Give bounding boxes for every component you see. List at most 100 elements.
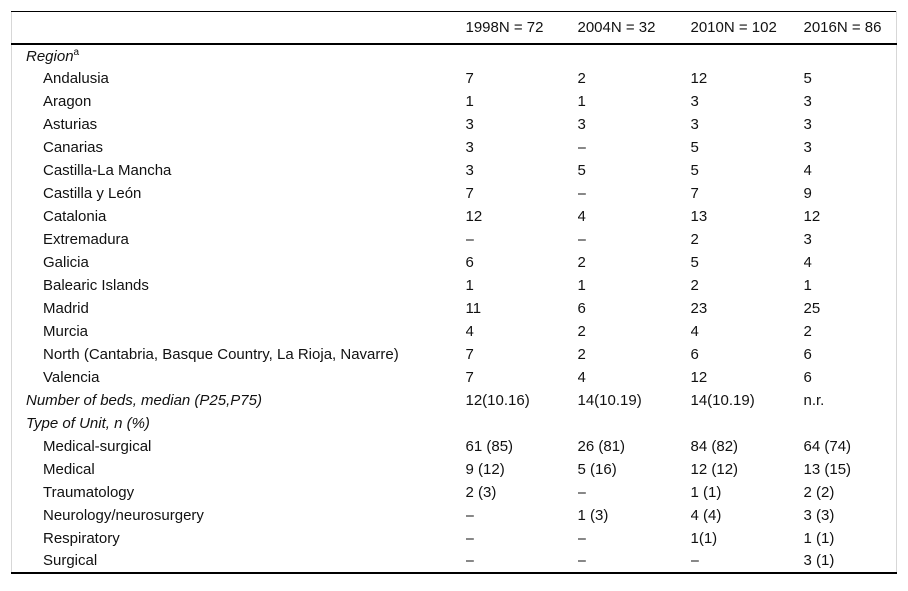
- table-row: Madrid 11 6 23 25: [12, 297, 897, 320]
- cell-value: 7: [690, 184, 699, 202]
- cell-value: –: [577, 529, 586, 547]
- cell-value: n.r.: [803, 391, 825, 409]
- cell-value: –: [465, 529, 474, 547]
- table-row: Catalonia 12 4 13 12: [12, 205, 897, 228]
- cell-value: 4: [465, 322, 474, 340]
- cell-value: 3: [803, 230, 812, 248]
- cell-value: [691, 412, 804, 435]
- cell-value: 2: [577, 322, 586, 340]
- cell-value: 5: [577, 161, 586, 179]
- cell-value: –: [690, 552, 699, 569]
- table-row: Extremadura – – 2 3: [12, 228, 897, 251]
- header-label-spacer: [12, 12, 466, 44]
- cell-value: 7: [465, 184, 474, 202]
- cell-value: 12 (12): [690, 460, 739, 478]
- table-row: Traumatology 2 (3) – 1 (1) 2 (2): [12, 481, 897, 504]
- cell-value: 7: [465, 345, 474, 363]
- cell-value: –: [577, 138, 586, 156]
- cell-value: 23: [690, 299, 708, 317]
- table-row: Medical-surgical 61 (85) 26 (81) 84 (82) 64 …: [12, 435, 897, 458]
- cell-value: 13: [690, 207, 708, 225]
- table-row: Murcia 4 2 4 2: [12, 320, 897, 343]
- table-row: Balearic Islands 1 1 2 1: [12, 274, 897, 297]
- cell-value: –: [465, 552, 474, 569]
- row-label: Extremadura: [43, 230, 129, 248]
- cell-value: 3 (3): [803, 506, 835, 524]
- cell-value: 1: [465, 92, 474, 110]
- cell-value: 64 (74): [803, 437, 852, 455]
- row-label: Andalusia: [43, 69, 109, 87]
- footnote-marker: a: [73, 46, 80, 58]
- row-label: Aragon: [43, 92, 92, 110]
- cell-value: 61 (85): [465, 437, 514, 455]
- cell-value: 2 (2): [803, 483, 835, 501]
- cell-value: 6: [803, 345, 812, 363]
- cell-value: 13 (15): [803, 460, 852, 478]
- cell-value: 5: [803, 69, 812, 87]
- cell-value: 14(10.19): [690, 391, 755, 409]
- table-row: Castilla-La Mancha 3 5 5 4: [12, 159, 897, 182]
- cell-value: 5: [690, 253, 699, 271]
- cell-value: 2: [577, 253, 586, 271]
- row-label: Medical-surgical: [43, 437, 152, 455]
- cell-value: 4: [577, 368, 586, 386]
- cell-value: 4: [803, 161, 812, 179]
- cell-value: 1(1): [690, 529, 718, 547]
- table-row: Neurology/neurosurgery – 1 (3) 4 (4) 3 (3): [12, 504, 897, 527]
- table-row: Castilla y León 7 – 7 9: [12, 182, 897, 205]
- row-label: Madrid: [43, 299, 89, 317]
- cell-value: 3: [465, 161, 474, 179]
- row-label: Traumatology: [43, 483, 135, 501]
- cell-value: 9: [803, 184, 812, 202]
- column-header-2016: 2016N = 86: [803, 18, 882, 36]
- cell-value: 4: [803, 253, 812, 271]
- cell-value: 5: [690, 161, 699, 179]
- table-row: Andalusia 7 2 12 5: [12, 67, 897, 90]
- cell-value: 1: [577, 276, 586, 294]
- cell-value: 6: [465, 253, 474, 271]
- row-label: Castilla y León: [43, 184, 142, 202]
- cell-value: 84 (82): [690, 437, 739, 455]
- cell-value: 2: [690, 230, 699, 248]
- cell-value: 11: [465, 299, 482, 317]
- column-header-2004: 2004N = 32: [577, 18, 656, 36]
- row-label: Canarias: [43, 138, 104, 156]
- cell-value: 3: [803, 92, 812, 110]
- row-label: Number of beds, median (P25,P75): [26, 391, 262, 409]
- row-label: North (Cantabria, Basque Country, La Rio…: [43, 345, 399, 363]
- row-label: Respiratory: [43, 529, 120, 547]
- table-row: Galicia 6 2 5 4: [12, 251, 897, 274]
- cell-value: 5: [690, 138, 699, 156]
- cell-value: 12: [803, 207, 821, 225]
- cell-value: [466, 44, 578, 67]
- cell-value: 3 (1): [803, 552, 835, 569]
- row-label: Murcia: [43, 322, 89, 340]
- table-row: Respiratory – – 1(1) 1 (1): [12, 527, 897, 550]
- cell-value: 6: [803, 368, 812, 386]
- row-label: Asturias: [43, 115, 98, 133]
- cell-value: –: [577, 184, 586, 202]
- cell-value: 1 (1): [803, 529, 835, 547]
- table-row: Type of Unit, n (%): [12, 412, 897, 435]
- cell-value: [578, 412, 691, 435]
- table-row: Aragon 1 1 3 3: [12, 90, 897, 113]
- cell-value: [691, 44, 804, 67]
- cell-value: [466, 412, 578, 435]
- row-label: Surgical: [43, 552, 98, 569]
- cell-value: 1: [577, 92, 586, 110]
- header-row: 1998N = 72 2004N = 32 2010N = 102 2016N …: [11, 12, 897, 44]
- cell-value: –: [465, 230, 474, 248]
- cell-value: [804, 412, 897, 435]
- cell-value: 2: [803, 322, 812, 340]
- cell-value: 3: [465, 138, 474, 156]
- cell-value: 2: [577, 345, 586, 363]
- cell-value: 7: [465, 69, 474, 87]
- table-row: Asturias 3 3 3 3: [12, 113, 897, 136]
- cell-value: 4: [577, 207, 586, 225]
- row-label: Regiona: [26, 46, 80, 65]
- table-header: 1998N = 72 2004N = 32 2010N = 102 2016N …: [11, 12, 897, 44]
- cell-value: –: [465, 506, 474, 524]
- cell-value: 5 (16): [577, 460, 617, 478]
- cell-value: 12: [690, 69, 708, 87]
